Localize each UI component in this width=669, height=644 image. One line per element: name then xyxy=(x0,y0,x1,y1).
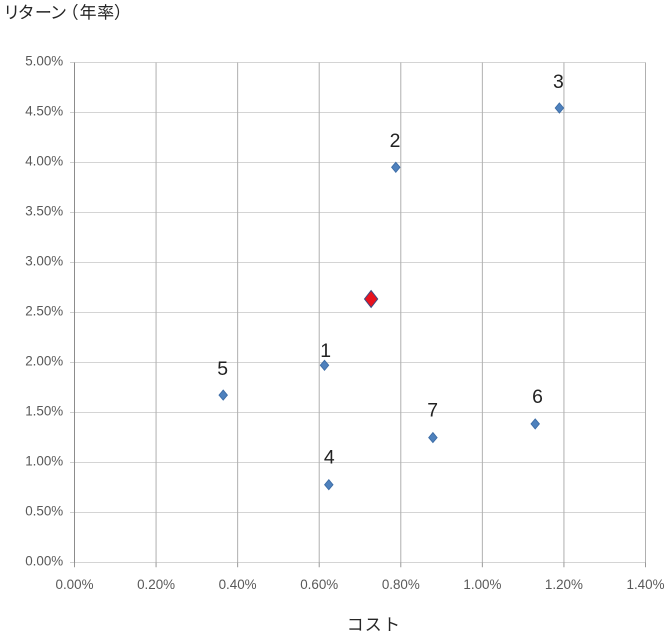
svg-text:1.00%: 1.00% xyxy=(463,577,501,592)
svg-text:4: 4 xyxy=(324,447,335,469)
svg-text:0.00%: 0.00% xyxy=(56,577,94,592)
svg-text:2.50%: 2.50% xyxy=(25,304,63,319)
svg-text:1.00%: 1.00% xyxy=(25,454,63,469)
svg-text:0.60%: 0.60% xyxy=(300,577,338,592)
svg-text:4.50%: 4.50% xyxy=(25,104,63,119)
svg-text:3: 3 xyxy=(553,71,564,93)
svg-text:0.80%: 0.80% xyxy=(382,577,420,592)
svg-text:3.00%: 3.00% xyxy=(25,254,63,269)
svg-text:0.00%: 0.00% xyxy=(25,554,63,569)
svg-text:6: 6 xyxy=(532,386,543,408)
svg-text:1.40%: 1.40% xyxy=(627,577,665,592)
svg-text:0.40%: 0.40% xyxy=(219,577,257,592)
svg-text:2: 2 xyxy=(390,130,401,152)
svg-text:1.20%: 1.20% xyxy=(545,577,583,592)
svg-text:1: 1 xyxy=(320,340,331,362)
svg-text:5: 5 xyxy=(217,358,228,380)
svg-text:4.00%: 4.00% xyxy=(25,154,63,169)
svg-text:5.00%: 5.00% xyxy=(25,54,63,69)
svg-text:7: 7 xyxy=(427,400,438,422)
svg-text:3.50%: 3.50% xyxy=(25,204,63,219)
svg-text:2.00%: 2.00% xyxy=(25,354,63,369)
svg-text:1.50%: 1.50% xyxy=(25,404,63,419)
svg-text:0.50%: 0.50% xyxy=(25,504,63,519)
svg-text:0.20%: 0.20% xyxy=(137,577,175,592)
